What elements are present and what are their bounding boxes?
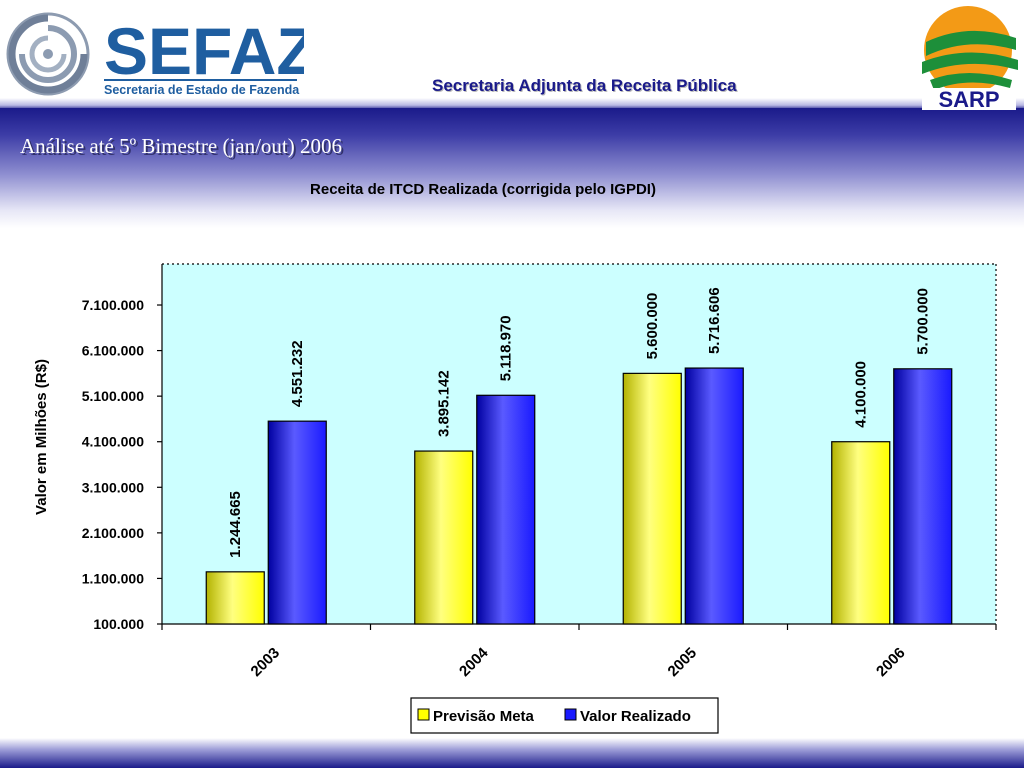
x-tick-label: 2005 [665,644,701,680]
org-subtitle: Secretaria de Estado de Fazenda [104,83,300,97]
bar-valor-realizado [476,394,536,625]
bars: 1.244.665 3.895.142 5.600.000 4.100.000 4.55… [205,287,953,625]
x-tick-label: 2004 [456,644,492,680]
data-label-previsao-meta: 1.244.665 [227,491,244,558]
y-tick-label: 7.100.000 [82,297,144,313]
spiral-icon [6,12,90,96]
y-tick-label: 5.100.000 [82,388,144,404]
org-name: SEFAZ [104,14,304,88]
data-label-valor-realizado: 5.118.970 [498,315,515,381]
y-tick-label: 1.100.000 [82,570,144,586]
data-label-previsao-meta: 4.100.000 [853,361,870,428]
section-title: Análise até 5º Bimestre (jan/out) 2006 [20,134,343,158]
y-ticks: 100.000 1.100.000 2.100.000 3.100.000 4.100.… [82,297,162,632]
bar-previsao-meta [622,372,682,625]
legend: Previsão Meta Valor Realizado [410,697,719,734]
chart-title: Receita de ITCD Realizada (corrigida pel… [310,181,656,198]
x-tick-label: 2006 [873,644,909,680]
sarp-logo: SARP [922,6,1018,112]
legend-swatch-valor-realizado [564,708,577,721]
x-tick-label: 2003 [248,644,284,680]
y-tick-label: 4.100.000 [82,434,144,450]
y-tick-label: 6.100.000 [82,343,144,359]
bar-valor-realizado [893,368,953,625]
bar-previsao-meta [414,450,474,625]
legend-label-valor-realizado: Valor Realizado [580,708,691,725]
data-label-valor-realizado: 4.551.232 [289,340,306,407]
y-axis-label: Valor em Milhões (R$) [33,359,50,515]
header-divider [0,98,1024,110]
bar-valor-realizado [267,420,327,625]
data-label-valor-realizado: 5.700.000 [915,288,932,355]
partner-logo-text: SARP [938,87,999,112]
data-label-valor-realizado: 5.716.606 [706,287,723,354]
title-band [0,108,1024,228]
x-ticks: 2003 2004 2005 2006 [161,624,997,680]
y-tick-label: 2.100.000 [82,525,144,541]
y-tick-label: 100.000 [93,616,144,632]
data-label-previsao-meta: 5.600.000 [644,293,661,360]
data-label-previsao-meta: 3.895.142 [436,370,453,437]
header [0,0,1024,108]
legend-label-previsao-meta: Previsão Meta [433,708,535,725]
sun-icon [924,6,1012,94]
sefaz-logo: SEFAZ Secretaria de Estado de Fazenda [6,12,304,97]
bar-previsao-meta [205,571,265,625]
y-tick-label: 3.100.000 [82,479,144,495]
bar-previsao-meta [831,441,891,625]
header-subtitle: Secretaria Adjunta da Receita Pública [432,76,737,95]
footer-band [0,738,1024,768]
legend-swatch-previsao-meta [417,708,430,721]
bar-valor-realizado [684,367,744,625]
